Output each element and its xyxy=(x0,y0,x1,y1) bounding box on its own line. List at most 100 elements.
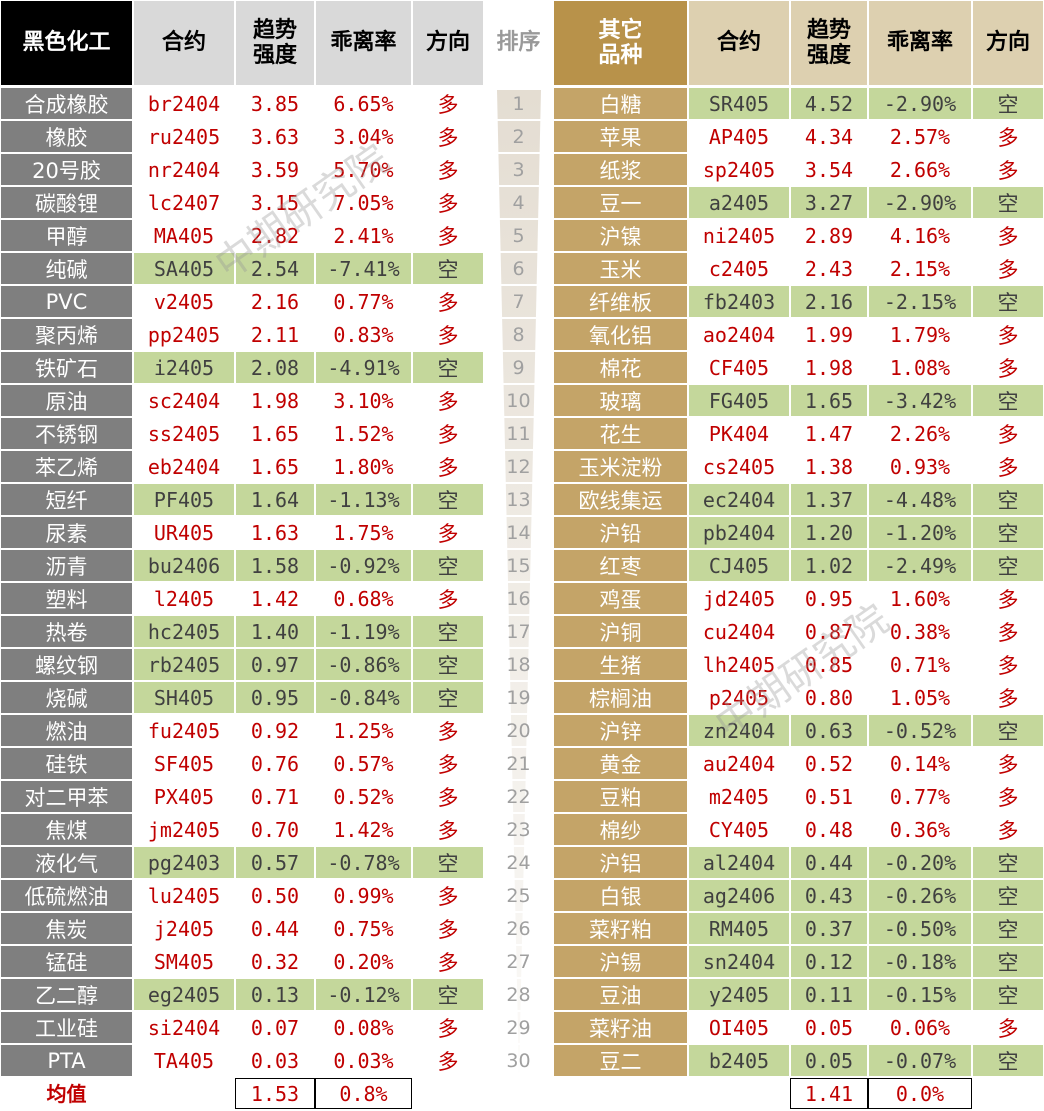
name: 沪锌 xyxy=(553,714,688,747)
contract: SR405 xyxy=(688,87,790,120)
contract: SA405 xyxy=(133,252,235,285)
rank: 21 xyxy=(484,747,553,780)
rank: 5 xyxy=(484,219,553,252)
direction: 多 xyxy=(972,1011,1044,1044)
trend-strength: 1.98 xyxy=(790,351,868,384)
trend-strength: 3.54 xyxy=(790,153,868,186)
deviation-rate: -0.07% xyxy=(868,1044,972,1077)
name: 苹果 xyxy=(553,120,688,153)
name: 乙二醇 xyxy=(0,978,133,1011)
header-cell: 乖离率 xyxy=(315,0,412,86)
deviation-rate: -4.48% xyxy=(868,483,972,516)
direction: 多 xyxy=(412,945,484,978)
trend-strength: 0.48 xyxy=(790,813,868,846)
direction: 空 xyxy=(412,549,484,582)
trend-strength: 3.63 xyxy=(235,120,315,153)
contract: ag2406 xyxy=(688,879,790,912)
deviation-rate: 1.25% xyxy=(315,714,412,747)
trend-strength: 0.80 xyxy=(790,681,868,714)
contract: FG405 xyxy=(688,384,790,417)
rank: 11 xyxy=(484,417,553,450)
contract: a2405 xyxy=(688,186,790,219)
rank: 12 xyxy=(484,450,553,483)
direction: 空 xyxy=(972,846,1044,879)
header-cell: 方向 xyxy=(972,0,1044,86)
deviation-rate: -1.20% xyxy=(868,516,972,549)
contract: OI405 xyxy=(688,1011,790,1044)
direction: 多 xyxy=(972,417,1044,450)
name: 烧碱 xyxy=(0,681,133,714)
header-cell: 趋势 强度 xyxy=(235,0,315,86)
deviation-rate: 0.08% xyxy=(315,1011,412,1044)
name: 沪铝 xyxy=(553,846,688,879)
name: 铁矿石 xyxy=(0,351,133,384)
contract: br2404 xyxy=(133,87,235,120)
deviation-rate: -0.84% xyxy=(315,681,412,714)
rank-header: 排序 xyxy=(484,0,553,86)
name: 菜籽油 xyxy=(553,1011,688,1044)
deviation-rate: 0.68% xyxy=(315,582,412,615)
direction: 多 xyxy=(412,1044,484,1077)
name: 棕榈油 xyxy=(553,681,688,714)
rank: 27 xyxy=(484,945,553,978)
deviation-rate: 2.26% xyxy=(868,417,972,450)
direction: 多 xyxy=(972,252,1044,285)
rank: 4 xyxy=(484,186,553,219)
deviation-rate: 2.15% xyxy=(868,252,972,285)
trend-strength: 3.27 xyxy=(790,186,868,219)
deviation-rate: -2.49% xyxy=(868,549,972,582)
name: 热卷 xyxy=(0,615,133,648)
trend-strength: 4.52 xyxy=(790,87,868,120)
direction: 空 xyxy=(412,648,484,681)
deviation-rate: -2.90% xyxy=(868,87,972,120)
trend-strength: 0.97 xyxy=(235,648,315,681)
trend-strength: 0.52 xyxy=(790,747,868,780)
rank: 7 xyxy=(484,285,553,318)
deviation-rate: -0.92% xyxy=(315,549,412,582)
name: 聚丙烯 xyxy=(0,318,133,351)
name: 橡胶 xyxy=(0,120,133,153)
contract: rb2405 xyxy=(133,648,235,681)
deviation-rate: 1.60% xyxy=(868,582,972,615)
deviation-rate: 5.70% xyxy=(315,153,412,186)
contract: al2404 xyxy=(688,846,790,879)
header-cell: 黑色化工 xyxy=(0,0,133,86)
direction: 多 xyxy=(412,780,484,813)
header-cell: 合约 xyxy=(688,0,790,86)
contract: m2405 xyxy=(688,780,790,813)
name: 玉米 xyxy=(553,252,688,285)
deviation-rate: -1.13% xyxy=(315,483,412,516)
deviation-rate: -3.42% xyxy=(868,384,972,417)
contract: zn2404 xyxy=(688,714,790,747)
trend-strength: 1.65 xyxy=(790,384,868,417)
name: 生猪 xyxy=(553,648,688,681)
contract: cs2405 xyxy=(688,450,790,483)
direction: 多 xyxy=(972,120,1044,153)
direction: 多 xyxy=(412,186,484,219)
trend-strength: 2.16 xyxy=(790,285,868,318)
direction: 空 xyxy=(972,945,1044,978)
trend-strength: 4.34 xyxy=(790,120,868,153)
trend-strength: 1.99 xyxy=(790,318,868,351)
contract: CJ405 xyxy=(688,549,790,582)
direction: 多 xyxy=(972,681,1044,714)
deviation-rate: 0.77% xyxy=(315,285,412,318)
trend-strength: 1.47 xyxy=(790,417,868,450)
deviation-rate: 1.79% xyxy=(868,318,972,351)
name: PTA xyxy=(0,1044,133,1077)
footer-value: 0.0% xyxy=(868,1078,972,1109)
contract: RM405 xyxy=(688,912,790,945)
name: 焦炭 xyxy=(0,912,133,945)
direction: 空 xyxy=(972,87,1044,120)
deviation-rate: 0.75% xyxy=(315,912,412,945)
contract: cu2404 xyxy=(688,615,790,648)
contract: lc2407 xyxy=(133,186,235,219)
deviation-rate: 2.41% xyxy=(315,219,412,252)
trend-strength: 0.70 xyxy=(235,813,315,846)
direction: 多 xyxy=(412,318,484,351)
rank: 17 xyxy=(484,615,553,648)
deviation-rate: 2.66% xyxy=(868,153,972,186)
name: 菜籽粕 xyxy=(553,912,688,945)
trend-strength: 0.12 xyxy=(790,945,868,978)
direction: 多 xyxy=(412,450,484,483)
